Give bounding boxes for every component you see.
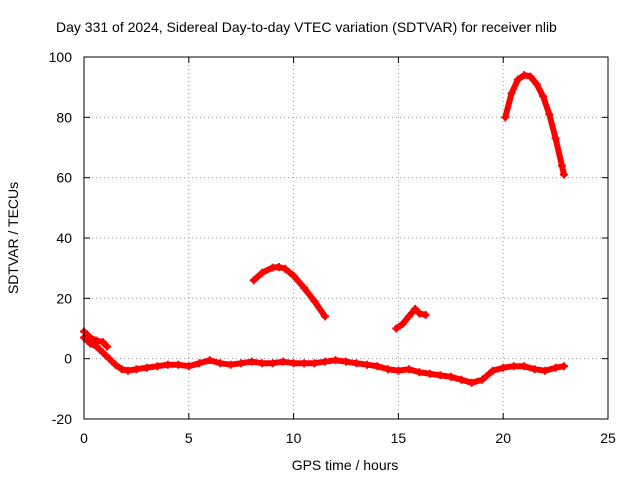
data-point (117, 365, 126, 374)
data-point (195, 359, 204, 368)
data-point (404, 365, 413, 374)
x-tick-label: 20 (495, 430, 511, 446)
data-point (174, 360, 183, 369)
data-point (124, 366, 133, 375)
data-point (436, 371, 445, 380)
data-point (557, 161, 566, 170)
data-point (509, 362, 518, 371)
x-tick-label: 15 (391, 430, 407, 446)
data-point (404, 312, 413, 321)
y-tick-label: 100 (49, 49, 73, 65)
data-point (499, 363, 508, 372)
data-point (98, 348, 107, 357)
data-point (507, 89, 516, 98)
data-point (467, 378, 476, 387)
x-tick-label: 10 (286, 430, 302, 446)
data-point (163, 360, 172, 369)
data-point (247, 357, 256, 366)
data-point (321, 312, 330, 321)
data-point (383, 365, 392, 374)
data-point (300, 359, 309, 368)
data-point (268, 359, 277, 368)
y-tick-label: 80 (56, 109, 72, 125)
data-point (394, 366, 403, 375)
data-point (559, 170, 568, 179)
data-point (310, 297, 319, 306)
data-point (532, 80, 541, 89)
y-tick-label: 60 (56, 170, 72, 186)
data-point (249, 276, 258, 285)
data-point (457, 375, 466, 384)
data-point (331, 356, 340, 365)
data-point (105, 354, 114, 363)
data-point (478, 375, 487, 384)
x-tick-label: 0 (80, 430, 88, 446)
data-point (539, 92, 548, 101)
data-point (153, 362, 162, 371)
data-point (392, 324, 401, 333)
data-point (415, 309, 424, 318)
data-point (237, 359, 246, 368)
data-point (279, 357, 288, 366)
data-point (551, 363, 560, 372)
data-point (551, 134, 560, 143)
data-point (488, 366, 497, 375)
data-point (216, 359, 225, 368)
data-point (258, 268, 267, 277)
data-point (373, 362, 382, 371)
data-point (281, 264, 290, 273)
data-point (520, 71, 529, 80)
data-point (142, 363, 151, 372)
axis-layer: 0 5 10 15 20 25 -20 0 20 40 60 80 100 (49, 49, 616, 446)
data-point (520, 362, 529, 371)
data-point (300, 283, 309, 292)
data-point (103, 342, 112, 351)
data-point (342, 357, 350, 366)
data-point (501, 113, 510, 122)
y-tick-label: -20 (52, 411, 72, 427)
y-axis-label: SDTVAR / TECUs (5, 182, 21, 294)
data-point (398, 319, 407, 328)
data-point (226, 360, 235, 369)
x-axis-label: GPS time / hours (292, 457, 399, 473)
data-point (205, 356, 214, 365)
data-point (559, 362, 568, 371)
data-point (526, 72, 535, 81)
x-tick-label: 5 (185, 430, 193, 446)
data-point (425, 369, 434, 378)
data-point (362, 360, 371, 369)
data-point (530, 365, 539, 374)
x-tick-label: 25 (600, 430, 616, 446)
chart-title: Day 331 of 2024, Sidereal Day-to-day VTE… (56, 19, 557, 35)
data-point (111, 360, 120, 369)
data-point (321, 357, 330, 366)
data-point (411, 304, 420, 313)
data-point (446, 372, 455, 381)
data-point (541, 366, 550, 375)
data-point (513, 75, 522, 84)
data-point (184, 362, 193, 371)
data-point (132, 365, 141, 374)
data-point (92, 336, 101, 345)
y-tick-label: 0 (64, 351, 72, 367)
data-point (274, 262, 283, 271)
data-point (352, 359, 361, 368)
data-point (421, 310, 430, 319)
data-point (289, 359, 298, 368)
data-point (310, 359, 319, 368)
data-point (289, 271, 298, 280)
data-point (258, 359, 267, 368)
series-layer (80, 71, 568, 387)
data-point (545, 110, 554, 119)
data-point (86, 333, 95, 342)
y-tick-label: 40 (56, 230, 72, 246)
y-tick-label: 20 (56, 290, 72, 306)
data-point (415, 368, 424, 377)
data-point (98, 338, 107, 347)
